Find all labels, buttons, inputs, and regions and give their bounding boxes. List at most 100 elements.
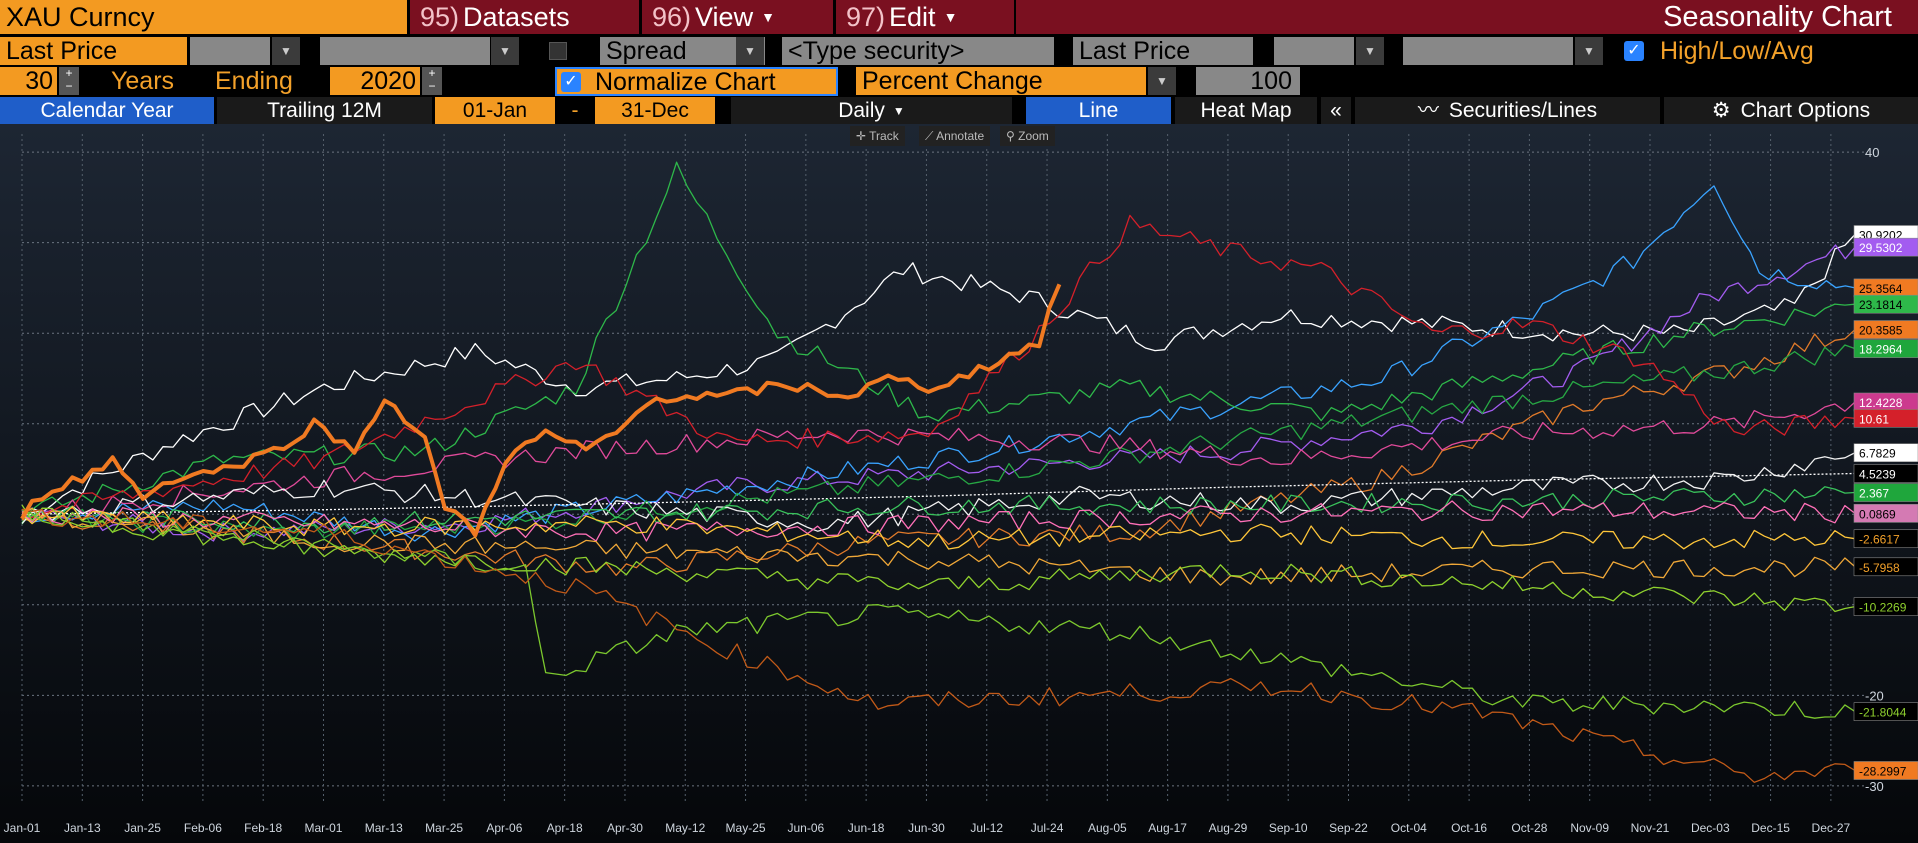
securities-lines-label: Securities/Lines — [1448, 99, 1598, 122]
blank-field-2[interactable] — [320, 37, 490, 65]
line-chart-icon: 〰 — [1417, 99, 1439, 122]
x-tick-label: Feb-18 — [244, 821, 282, 835]
zoom-tool[interactable]: ⚲ Zoom — [1000, 126, 1055, 146]
end-label-box — [1853, 408, 1918, 428]
chevron-down-icon[interactable]: ▼ — [1356, 37, 1384, 65]
chevron-down-icon: ▼ — [892, 104, 905, 118]
ending-year-input[interactable]: 2020 — [330, 67, 420, 95]
end-label-s-brown: -28.2997 — [1859, 765, 1907, 779]
ending-year-stepper[interactable]: + − — [422, 67, 442, 95]
y-tick-label: 40 — [1865, 145, 1879, 160]
x-tick-label: Mar-01 — [304, 821, 342, 835]
edit-menu-label: Edit — [889, 2, 936, 32]
series-line-s-red — [21, 214, 1856, 518]
blank-field-4[interactable] — [1403, 37, 1573, 65]
base-input[interactable]: 100 — [1196, 67, 1300, 95]
seasonality-chart[interactable]: 30.920229.530225.356423.181420.358518.29… — [0, 124, 1918, 843]
securities-lines-button[interactable]: 〰 Securities/Lines — [1355, 97, 1660, 125]
datasets-menu[interactable]: 95) Datasets — [410, 0, 639, 34]
series-line-s-gold — [21, 507, 1856, 586]
series-line-s-white-top — [21, 234, 1856, 516]
x-tick-label: Apr-18 — [547, 821, 583, 835]
crosshair-icon: ✛ — [856, 129, 870, 143]
normalize-toggle[interactable]: ✓ Normalize Chart — [555, 67, 838, 96]
chart-grid — [21, 134, 1865, 804]
chart-options-button[interactable]: ⚙ Chart Options — [1664, 97, 1918, 125]
chevron-down-icon[interactable]: ▼ — [1148, 67, 1176, 95]
ending-label: Ending — [215, 67, 293, 95]
x-tick-label: Oct-28 — [1511, 821, 1547, 835]
chart-options-label: Chart Options — [1740, 99, 1871, 122]
end-label-box — [1853, 339, 1918, 358]
end-label-box — [1853, 464, 1918, 483]
y-tick-label: -30 — [1865, 779, 1884, 794]
x-tick-label: Sep-10 — [1269, 821, 1308, 835]
collapse-button[interactable]: « — [1321, 97, 1351, 125]
security-input[interactable]: <Type security> — [782, 37, 1054, 65]
view-menu[interactable]: 96) View ▼ — [642, 0, 833, 34]
series-line-s-brown — [21, 508, 1856, 783]
series-line-s-green3 — [21, 486, 1856, 534]
security-ticker-field[interactable]: XAU Curncy — [0, 0, 407, 34]
x-tick-label: Jul-12 — [970, 821, 1003, 835]
row-fields: Last Price ▼ ▼ Spread ▼ <Type security> … — [0, 37, 1918, 67]
normalize-checkbox[interactable]: ✓ — [561, 72, 581, 92]
price-field-2[interactable]: Last Price — [1073, 37, 1253, 65]
end-label-s-green2: 23.1814 — [1859, 298, 1903, 312]
x-tick-label: Jun-06 — [787, 821, 824, 835]
frequency-select[interactable]: Daily ▼ — [731, 97, 1012, 125]
chevron-down-icon: ▼ — [943, 9, 958, 25]
view-menu-num: 96) — [652, 2, 692, 32]
end-label-s-gold: -5.7958 — [1859, 561, 1900, 575]
series-line-avg — [21, 472, 1856, 515]
tab-heat-map[interactable]: Heat Map — [1175, 97, 1317, 125]
track-tool[interactable]: ✛ Track — [850, 126, 905, 146]
hla-checkbox[interactable]: ✓ — [1624, 41, 1644, 61]
end-label-box — [1853, 294, 1918, 314]
end-label-box — [1853, 761, 1918, 780]
chart-series — [20, 161, 1856, 783]
years-input[interactable]: 30 — [0, 67, 57, 95]
edit-menu[interactable]: 97) Edit ▼ — [836, 0, 1014, 34]
series-line-2020 — [20, 283, 1062, 538]
blank-field-1[interactable] — [190, 37, 270, 65]
end-label-s-blue: 25.3564 — [1859, 282, 1903, 296]
chart-tools: ✛ Track ⟋ Annotate ⚲ Zoom — [0, 126, 1918, 148]
x-tick-label: Sep-22 — [1329, 821, 1368, 835]
magnifier-icon: ⚲ — [1006, 129, 1019, 143]
x-tick-label: Dec-03 — [1691, 821, 1730, 835]
x-tick-label: Nov-21 — [1631, 821, 1670, 835]
gear-icon: ⚙ — [1711, 99, 1731, 122]
end-date-input[interactable]: 31-Dec — [595, 97, 715, 125]
x-tick-label: Mar-25 — [425, 821, 463, 835]
years-stepper[interactable]: + − — [59, 67, 79, 95]
end-label-box — [1853, 702, 1918, 721]
start-date-input[interactable]: 01-Jan — [435, 97, 555, 125]
tab-calendar-year[interactable]: Calendar Year — [0, 97, 214, 125]
chevron-down-icon[interactable]: ▼ — [491, 37, 519, 65]
mode-select[interactable]: Percent Change — [856, 67, 1146, 95]
pencil-icon: ⟋ — [925, 129, 937, 143]
x-tick-label: May-25 — [726, 821, 766, 835]
annotate-tool[interactable]: ⟋ Annotate — [919, 126, 991, 146]
chevron-down-icon[interactable]: ▼ — [736, 37, 764, 65]
x-tick-label: Mar-13 — [365, 821, 403, 835]
end-label-s-violet: 29.5302 — [1859, 241, 1903, 255]
x-tick-label: Aug-29 — [1209, 821, 1248, 835]
end-label-box — [1853, 483, 1918, 502]
end-label-s-red: 10.61 — [1859, 412, 1889, 426]
tab-line[interactable]: Line — [1026, 97, 1171, 125]
blank-field-3[interactable] — [1274, 37, 1354, 65]
chevron-down-icon: ▼ — [761, 9, 775, 25]
end-label-box — [1853, 443, 1918, 463]
chevron-down-icon[interactable]: ▼ — [272, 37, 300, 65]
end-label-s-green3: 2.367 — [1859, 487, 1889, 501]
chevron-down-icon[interactable]: ▼ — [1575, 37, 1603, 65]
end-label-s-pink: 0.0869 — [1859, 507, 1896, 521]
x-tick-label: Jun-30 — [908, 821, 945, 835]
x-tick-label: Jun-18 — [848, 821, 885, 835]
spread-checkbox[interactable] — [549, 42, 567, 60]
price-field-1[interactable]: Last Price — [0, 37, 187, 65]
end-label-s-lime: -10.2269 — [1859, 601, 1907, 615]
tab-trailing-12m[interactable]: Trailing 12M — [217, 97, 432, 125]
